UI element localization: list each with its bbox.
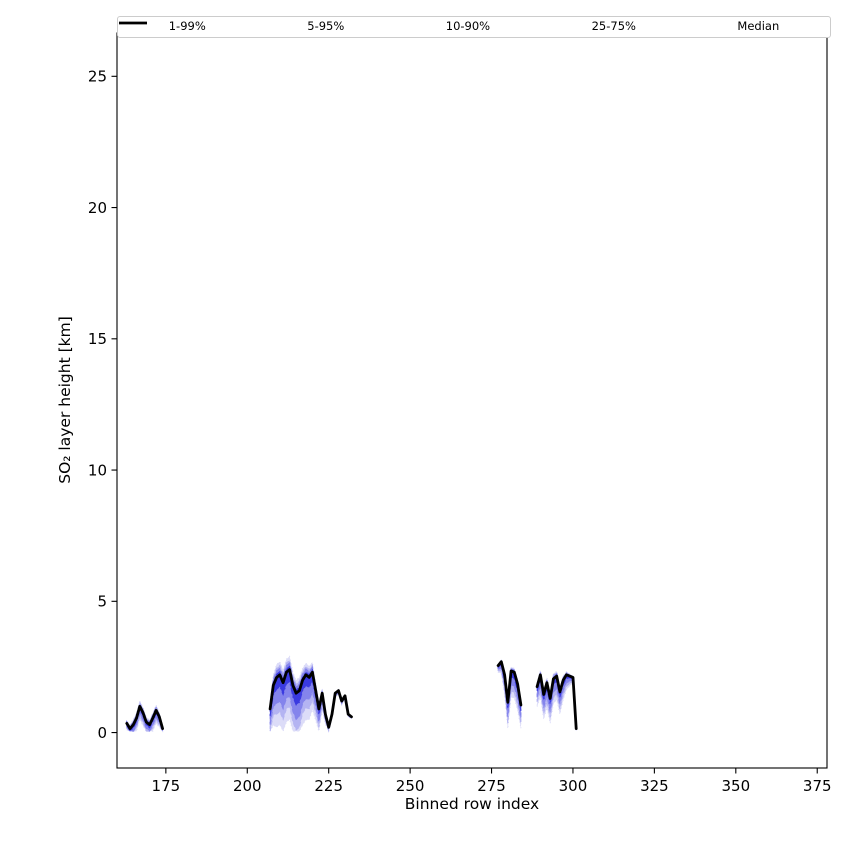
legend-line-sample-icon [119,21,147,25]
x-tick-label: 250 [396,777,425,795]
x-tick-label: 200 [233,777,262,795]
median-line [125,660,578,730]
legend-item-10-90%: 10-90% [119,19,491,34]
x-tick-label: 350 [721,777,750,795]
x-axis-label: Binned row index [405,795,539,813]
y-tick-label: 25 [88,68,107,86]
y-tick-label: 20 [88,199,107,217]
plot-border [116,32,828,769]
legend-item-Median: Median [119,19,780,34]
legend-item-25-75%: 25-75% [119,19,636,34]
legend-label: Median [737,19,780,34]
y-axis-ticks: 0 5 10 15 20 25 [88,68,117,742]
legend-item-1-99%: 1-99% [119,19,206,34]
median-segment [268,668,353,729]
legend-label: 5-95% [307,19,345,34]
x-axis-ticks: 175 200 225 250 275 300 325 350 375 [152,768,832,795]
legend-item-5-95%: 5-95% [119,19,345,34]
median-segment [535,673,578,730]
y-tick-label: 0 [97,724,107,742]
x-tick-label: 375 [803,777,832,795]
y-tick-label: 10 [88,461,107,479]
x-tick-label: 300 [559,777,588,795]
x-tick-label: 275 [477,777,506,795]
legend-label: 1-99% [168,19,206,34]
median-segment [496,660,523,707]
y-axis-label: SO₂ layer height [km] [56,316,74,484]
x-tick-label: 175 [152,777,181,795]
y-tick-label: 5 [97,593,107,611]
legend-label: 25-75% [591,19,636,34]
x-tick-label: 325 [640,777,669,795]
x-tick-label: 225 [314,777,343,795]
legend: 1-99% 5-95% 10-90% 25-75% Median [117,16,831,38]
legend-label: 10-90% [445,19,491,34]
median-segment [125,704,164,730]
y-tick-label: 15 [88,330,107,348]
